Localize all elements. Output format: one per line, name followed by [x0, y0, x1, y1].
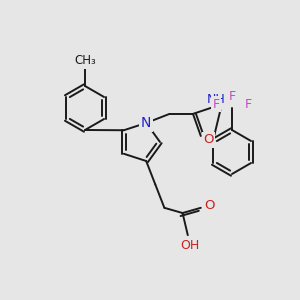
Text: OH: OH [180, 238, 200, 252]
Text: O: O [205, 199, 215, 212]
Text: O: O [203, 134, 214, 146]
Text: F: F [244, 98, 252, 110]
Text: N: N [141, 116, 152, 130]
Text: F: F [228, 89, 236, 103]
Text: NH: NH [207, 93, 226, 106]
Text: CH₃: CH₃ [74, 55, 96, 68]
Text: F: F [212, 98, 220, 110]
